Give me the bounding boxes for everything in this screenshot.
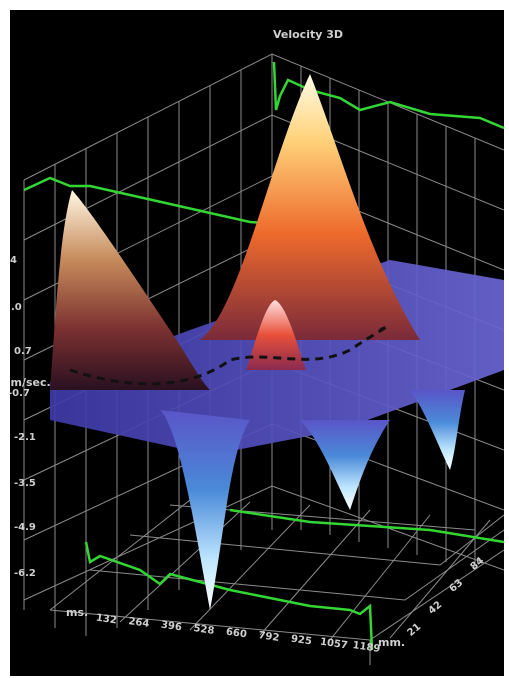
x-axis-unit: ms. — [66, 606, 88, 619]
y-tick-label: 42 — [427, 599, 445, 616]
traces — [23, 61, 504, 651]
chart-title: Velocity 3D — [273, 28, 343, 41]
peak-small — [246, 300, 306, 370]
z-tick-label: -0.7 — [10, 388, 30, 399]
x-axis-ticks: 132 264 396 528 660 792 925 1057 1189 — [95, 613, 381, 655]
x-tick-label: 1057 — [319, 637, 348, 652]
x-tick-label: 660 — [225, 627, 247, 641]
chart-panel: Velocity 3D 42.00.7-0.7-2.1-3.5-4.9-6.2 … — [10, 10, 504, 676]
z-axis-unit: cm/sec. — [10, 376, 51, 389]
z-tick-label: -6.2 — [14, 568, 36, 579]
z-tick-label: -4.9 — [14, 522, 36, 533]
zero-contour — [69, 324, 390, 386]
z-tick-label: -2.1 — [14, 432, 36, 443]
trough-second — [300, 420, 390, 510]
z-tick-label: 2.0 — [10, 302, 22, 313]
trough-main — [160, 410, 250, 610]
z-axis-ticks: 4 2.0 0.7 -0.7 -2.1 -3.5 -4.9 -6.2 — [10, 255, 36, 579]
x-tick-label: 792 — [258, 630, 280, 644]
x-tick-label: 528 — [193, 623, 215, 637]
x-tick-label: 925 — [290, 634, 312, 648]
trough-third — [410, 390, 465, 470]
peak-left — [50, 190, 210, 390]
x-tick-label: 264 — [128, 616, 150, 630]
y-axis-unit: mm. — [378, 636, 405, 649]
y-tick-label: 63 — [448, 577, 466, 594]
y-tick-label: 21 — [406, 621, 424, 638]
velocity-3d-chart: Velocity 3D 42.00.7-0.7-2.1-3.5-4.9-6.2 … — [10, 28, 504, 665]
z-tick-label: 4 — [10, 255, 17, 266]
x-tick-label: 396 — [160, 620, 182, 634]
z-tick-label: 0.7 — [14, 346, 32, 357]
x-tick-label: 1189 — [352, 640, 381, 655]
peak-main — [200, 74, 420, 340]
z-tick-label: -3.5 — [14, 478, 36, 489]
x-tick-label: 132 — [95, 613, 117, 627]
